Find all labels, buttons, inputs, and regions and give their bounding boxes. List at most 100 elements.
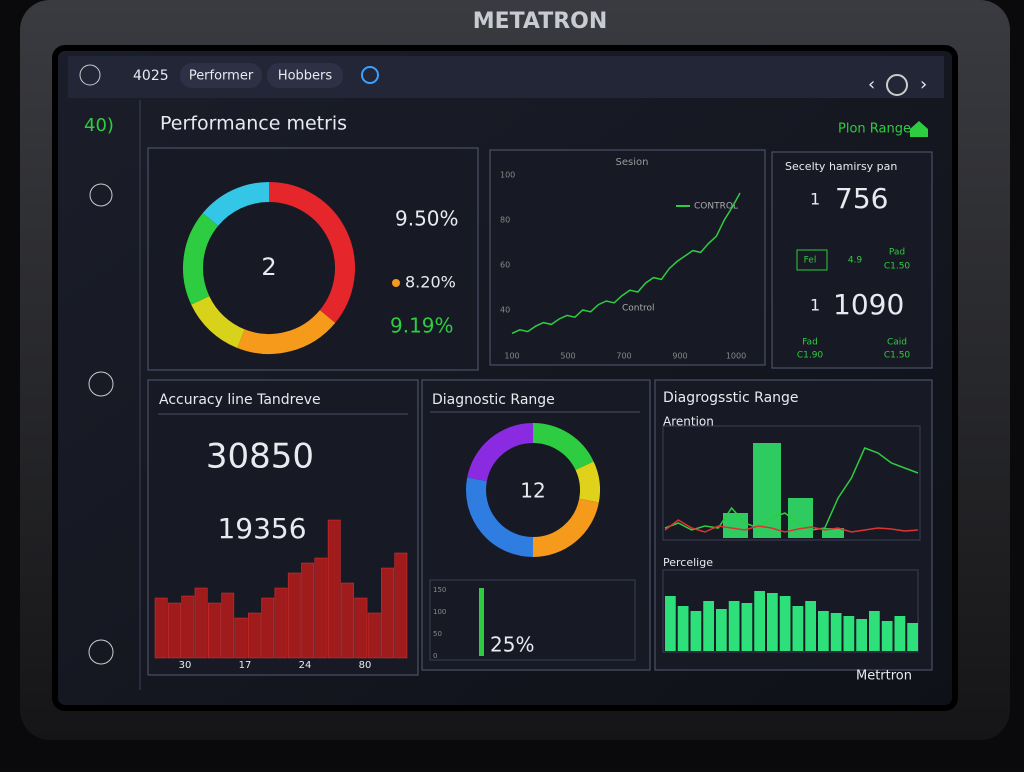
stat-label: 4.9	[848, 256, 863, 266]
plan-link[interactable]: Plon Range	[838, 122, 911, 137]
stat: 1090	[833, 288, 904, 321]
donut-segment	[467, 423, 534, 482]
home-icon[interactable]	[910, 121, 928, 137]
bar	[247, 612, 261, 659]
bar	[314, 557, 328, 659]
x-tick-label: 80	[359, 660, 372, 671]
tab-label[interactable]: Performer	[189, 69, 254, 84]
x-tick-label: 1000	[726, 352, 746, 361]
y-tick-label: 40	[500, 306, 510, 315]
nav-icon[interactable]	[88, 639, 114, 665]
stat-label: Fel	[804, 256, 817, 266]
menu-icon[interactable]	[79, 64, 101, 86]
bar	[354, 597, 368, 659]
bar	[894, 616, 906, 651]
stat: 756	[835, 182, 888, 215]
stat: 30850	[206, 437, 314, 477]
bar	[881, 621, 893, 651]
section-title: Performance metris	[160, 113, 347, 135]
stat-label: C1.50	[884, 262, 911, 272]
bar	[665, 596, 676, 651]
bar	[792, 606, 804, 651]
bar	[754, 591, 765, 651]
row-index: 1	[810, 190, 820, 209]
bar	[741, 603, 753, 651]
row-index: 1	[810, 296, 820, 315]
bar	[181, 595, 195, 659]
metric: 9.19%	[390, 314, 454, 338]
donut-center: 2	[261, 253, 276, 281]
metric: 9.50%	[395, 207, 459, 231]
stat: 19356	[217, 512, 306, 545]
panel-title: Diagnostic Range	[432, 392, 555, 408]
power-button[interactable]	[886, 74, 908, 96]
bar	[805, 601, 816, 651]
bar	[208, 602, 221, 659]
tab[interactable]	[267, 63, 343, 88]
bar	[234, 617, 248, 659]
donut-segment	[532, 423, 594, 471]
bar	[716, 609, 727, 651]
annotation: Control	[622, 304, 655, 314]
legend-dot	[392, 279, 400, 287]
bar	[767, 593, 778, 651]
brand: METATRON	[473, 9, 608, 34]
x-tick-label: 17	[239, 660, 252, 671]
x-tick-label: 700	[616, 352, 631, 361]
nav-icon[interactable]	[89, 183, 113, 207]
bar	[327, 519, 341, 659]
chart-title: Percelige	[663, 556, 713, 569]
bar	[753, 443, 781, 538]
prev-button[interactable]: ‹	[868, 74, 875, 95]
next-button[interactable]: ›	[920, 74, 927, 95]
tab-label[interactable]: Hobbers	[278, 69, 333, 84]
security-panel	[771, 151, 933, 369]
metric: 8.20%	[405, 273, 456, 292]
bar	[287, 572, 301, 659]
bar	[367, 612, 381, 659]
x-tick-label: 30	[179, 660, 192, 671]
stat-label: Fad	[802, 338, 818, 348]
x-tick-label: 500	[560, 352, 575, 361]
footer: Metrtron	[856, 669, 912, 684]
bar	[818, 611, 829, 651]
bar	[723, 513, 748, 538]
bar	[690, 611, 702, 651]
chart-title: Sesion	[616, 157, 649, 168]
plot-area	[662, 569, 919, 653]
bar	[703, 601, 714, 651]
bar	[168, 602, 181, 659]
bar	[907, 623, 918, 651]
legend-label: CONTROL	[694, 202, 738, 212]
session-panel	[489, 149, 766, 366]
panel-title: Diagrogsstic Range	[663, 390, 799, 406]
y-tick-label: 50	[433, 630, 442, 638]
stat-label: C1.50	[884, 351, 911, 361]
bar	[274, 587, 288, 659]
donut-segment	[575, 461, 600, 503]
donut-segment	[202, 182, 270, 227]
mini-chart	[429, 579, 636, 661]
bar	[154, 597, 168, 659]
y-tick-label: 100	[433, 608, 446, 616]
bar	[341, 582, 354, 659]
y-tick-label: 150	[433, 586, 446, 594]
nav-icon[interactable]	[88, 371, 114, 397]
x-tick-label: 900	[672, 352, 687, 361]
status: 40)	[84, 115, 114, 136]
y-tick-label: 60	[500, 261, 510, 270]
tab[interactable]	[180, 63, 262, 88]
bar	[869, 611, 880, 651]
bar	[194, 587, 208, 659]
bar	[830, 613, 842, 651]
line-series	[664, 519, 919, 533]
bar	[843, 616, 855, 651]
sync-icon[interactable]	[361, 66, 379, 84]
donut-segment	[532, 498, 599, 557]
chart-title: Arention	[663, 415, 714, 429]
bar	[394, 552, 408, 659]
bar	[728, 601, 740, 651]
bar	[677, 606, 689, 651]
donut-segment	[237, 309, 336, 354]
